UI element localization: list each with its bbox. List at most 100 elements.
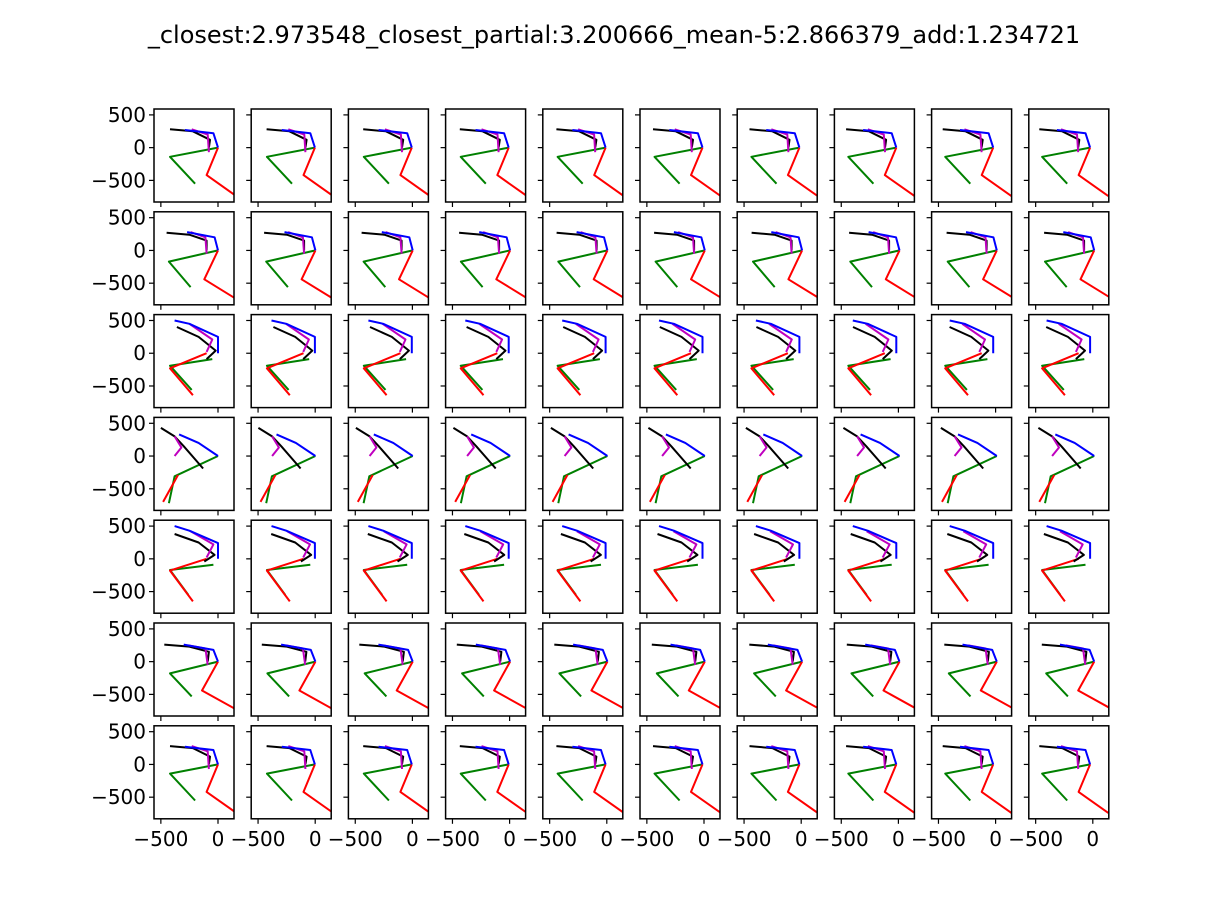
series-left-leg xyxy=(302,147,332,196)
series-right-arm xyxy=(1063,231,1096,251)
series-left-arm xyxy=(953,435,963,457)
series-torso xyxy=(160,427,204,470)
series-right-leg xyxy=(753,660,803,698)
series-right-arm xyxy=(572,129,607,148)
subplot-lines xyxy=(846,128,915,197)
axes-frame xyxy=(153,211,235,306)
series-left-arm xyxy=(575,322,600,353)
subplot-lines xyxy=(653,525,704,602)
subplot-3-4 xyxy=(440,313,527,413)
series-torso xyxy=(749,128,791,148)
subplot-lines xyxy=(261,643,332,710)
series-torso xyxy=(842,427,887,470)
x-tick-label: 0 xyxy=(600,827,613,851)
series-left-arm xyxy=(190,530,215,558)
series-right-arm xyxy=(1056,129,1092,148)
series-torso xyxy=(755,326,797,360)
series-left-leg xyxy=(750,352,789,396)
series-right-arm xyxy=(949,319,995,354)
series-right-leg xyxy=(847,358,891,391)
y-tick-label: 0 xyxy=(133,136,146,160)
axes-frame xyxy=(542,108,624,203)
subplot-lines xyxy=(1041,643,1109,709)
series-left-leg xyxy=(300,249,332,299)
subplot-1-1: 500 0 −500 xyxy=(91,103,235,207)
series-right-leg xyxy=(266,660,316,698)
series-right-leg xyxy=(1041,146,1091,185)
series-right-arm xyxy=(673,231,706,251)
series-torso xyxy=(367,533,409,563)
axes-frame xyxy=(930,519,1013,614)
x-tick-label: −500 xyxy=(133,827,188,851)
x-tick-label: −500 xyxy=(231,827,286,851)
subplot-lines xyxy=(750,319,801,396)
series-torso xyxy=(266,745,308,765)
series-right-arm xyxy=(576,231,609,251)
series-torso xyxy=(466,326,507,360)
y-tick-label: 0 xyxy=(133,341,146,365)
series-torso xyxy=(562,326,604,360)
subplot-5-2 xyxy=(246,519,332,619)
axes-frame xyxy=(833,211,916,306)
series-left-arm xyxy=(866,530,891,558)
series-left-leg xyxy=(980,147,1012,197)
series-right-arm xyxy=(281,129,316,148)
axes-frame xyxy=(153,622,235,717)
series-right-arm xyxy=(271,525,316,559)
subplot-5-3 xyxy=(343,519,430,619)
x-tick-label: 0 xyxy=(309,827,322,851)
series-right-arm xyxy=(658,319,704,354)
series-left-arm xyxy=(758,435,768,457)
series-right-arm xyxy=(1056,745,1092,765)
series-left-leg xyxy=(786,764,818,814)
series-left-leg xyxy=(590,661,623,710)
axes-frame xyxy=(250,211,332,306)
series-torso xyxy=(1041,643,1088,662)
subplot-lines xyxy=(1041,525,1092,602)
subplot-5-8 xyxy=(829,519,916,619)
axes-frame xyxy=(1028,416,1110,512)
series-right-arm xyxy=(280,643,317,662)
series-right-leg xyxy=(363,660,413,698)
series-right-leg xyxy=(653,358,697,391)
series-left-leg xyxy=(395,661,429,710)
axes-frame xyxy=(153,108,235,203)
series-left-arm xyxy=(769,530,794,558)
series-torso xyxy=(363,128,405,148)
subplot-lines xyxy=(556,745,623,814)
series-left-leg xyxy=(205,147,234,196)
axes-frame xyxy=(639,313,721,409)
subplot-lines xyxy=(846,643,915,709)
series-torso xyxy=(169,128,211,148)
series-right-leg xyxy=(944,763,994,802)
subplot-3-3 xyxy=(343,313,430,413)
y-tick-label: −500 xyxy=(91,168,146,192)
subplot-lines xyxy=(942,745,1012,814)
series-left-arm xyxy=(1058,322,1083,353)
series-left-leg xyxy=(298,661,332,710)
axes-frame xyxy=(833,622,916,717)
series-right-leg xyxy=(167,249,219,288)
series-torso xyxy=(169,745,211,765)
x-tick-label: 0 xyxy=(212,827,225,851)
axes-frame xyxy=(250,519,332,614)
subplot-2-5 xyxy=(537,211,624,310)
subplot-lines xyxy=(653,319,704,396)
subplot-lines xyxy=(362,319,413,396)
axes-frame xyxy=(930,416,1013,512)
subplot-lines xyxy=(944,319,995,396)
series-left-arm xyxy=(768,322,793,353)
series-left-leg xyxy=(746,474,763,503)
subplot-2-9 xyxy=(926,211,1013,310)
axes-frame xyxy=(833,725,916,820)
series-torso xyxy=(846,745,888,765)
series-torso xyxy=(942,128,984,148)
series-right-arm xyxy=(174,319,219,354)
y-tick-label: 500 xyxy=(108,103,146,127)
axes-frame xyxy=(542,313,624,409)
series-torso xyxy=(949,326,990,360)
series-torso xyxy=(176,326,217,360)
series-right-leg xyxy=(752,249,803,288)
axes-frame xyxy=(153,416,235,512)
